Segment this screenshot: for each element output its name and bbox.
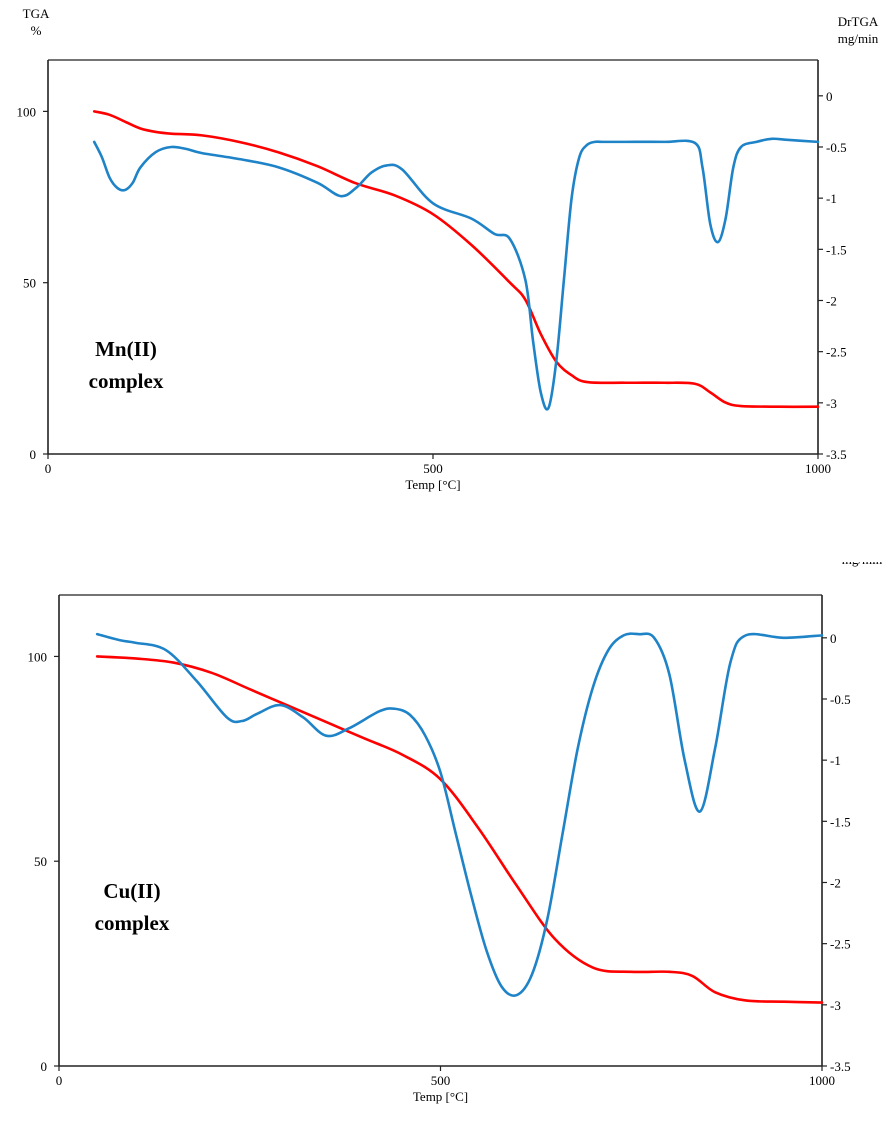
right-y-tick-label: -2.5 [830, 937, 851, 952]
complex-annotation-line2: complex [95, 911, 170, 935]
left-y-tick-label: 0 [41, 1059, 48, 1074]
right-y-tick-label: -1 [830, 753, 841, 768]
right-y-tick-label: -0.5 [826, 140, 847, 155]
right-y-tick-label: -2 [826, 293, 837, 308]
right-y-tick-label: -1.5 [826, 242, 847, 257]
right-axis-unit: mg/min [838, 31, 879, 46]
mn-complex-chart: 0 500 1000 0 50 100 0 -0.5 -1 -1.5 -2 -2.5 -3 -3.5 TGA… [0, 0, 891, 562]
right-y-tick-label: -2.5 [826, 345, 847, 360]
x-tick-label: 1000 [809, 1073, 835, 1088]
right-y-tick-label: 0 [826, 89, 833, 104]
x-tick-label: 0 [45, 461, 52, 476]
right-y-tick-label: 0 [830, 631, 837, 646]
left-y-tick-label: 50 [23, 276, 36, 291]
x-axis-label: Temp [°C] [413, 1089, 468, 1104]
right-y-tick-label: -3.5 [830, 1059, 851, 1074]
cu-complex-chart-svg: 050010000501000-0.5-1-1.5-2-2.5-3-3.5TGA… [28, 526, 883, 1104]
cu-complex-chart: 050010000501000-0.5-1-1.5-2-2.5-3-3.5TGA… [0, 526, 891, 1124]
drtga-curve [95, 632, 824, 997]
tga-curve [92, 110, 820, 409]
right-y-tick-label: -1 [826, 191, 837, 206]
left-y-tick-label: 50 [34, 854, 47, 869]
complex-annotation-line1: Cu(II) [103, 879, 160, 903]
right-y-tick-label: -2 [830, 875, 841, 890]
right-axis-unit: mg/min [842, 562, 883, 567]
tga-curve [95, 655, 824, 1004]
left-y-tick-label: 100 [28, 649, 48, 664]
x-tick-label: 1000 [805, 461, 831, 476]
left-y-tick-label: 0 [30, 447, 37, 462]
x-tick-label: 0 [56, 1073, 63, 1088]
x-tick-label: 500 [423, 461, 443, 476]
right-y-tick-label: -1.5 [830, 814, 851, 829]
right-y-tick-label: -3 [826, 396, 837, 411]
left-axis-unit: % [31, 23, 42, 38]
complex-annotation-line2: complex [89, 369, 164, 393]
left-axis-label: TGA [23, 6, 50, 21]
right-y-tick-label: -0.5 [830, 692, 851, 707]
mn-complex-chart-svg: 0 500 10000501000-0.5-1-1.5-2-2.5-3-3.5TGA… [17, 6, 879, 492]
right-y-tick-label: -3.5 [826, 447, 847, 462]
drtga-curve [92, 137, 820, 411]
right-axis-label: DrTGA [838, 14, 879, 29]
x-axis-label: Temp [°C] [405, 477, 460, 492]
right-y-tick-label: -3 [830, 998, 841, 1013]
complex-annotation-line1: Mn(II) [95, 337, 157, 361]
left-y-tick-label: 100 [17, 104, 37, 119]
x-tick-label: 500 [431, 1073, 451, 1088]
